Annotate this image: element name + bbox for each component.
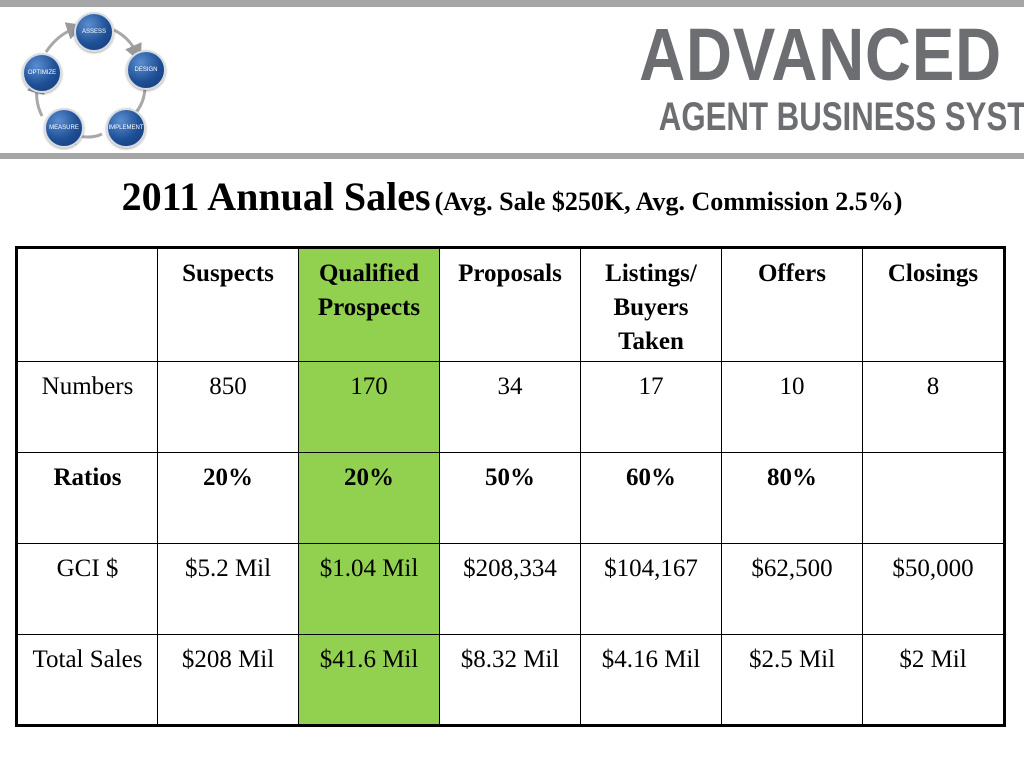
header-cell-suspects: Suspects — [157, 247, 299, 362]
slide-title: 2011 Annual Sales (Avg. Sale $250K, Avg.… — [0, 173, 1024, 220]
row-label: Total Sales — [16, 634, 158, 726]
header-rule — [0, 153, 1024, 159]
table-cell: $104,167 — [580, 543, 722, 635]
brand-line-2: AGENT BUSINESS SYSTEM — [658, 95, 1024, 139]
table-cell: 17 — [580, 361, 722, 453]
cycle-node-design: DESIGN — [126, 50, 166, 90]
table-cell: $2 Mil — [862, 634, 1005, 726]
header-cell-proposals: Proposals — [439, 247, 581, 362]
process-cycle-logo: ASSESS DESIGN IMPLEMENT MEASURE OPTIMIZE — [20, 8, 170, 153]
header-cell-qualified-prospects: Qualified Prospects — [298, 247, 440, 362]
table-row-numbers: Numbers 850 170 34 17 10 8 — [16, 361, 1005, 453]
table-header-row: Suspects Qualified Prospects Proposals L… — [16, 247, 1005, 362]
brand-line-1: ADVANCED — [639, 13, 1002, 96]
table-cell: 8 — [862, 361, 1005, 453]
table-cell: 20% — [157, 452, 299, 544]
table-cell: $8.32 Mil — [439, 634, 581, 726]
table-cell: 60% — [580, 452, 722, 544]
table-row-total-sales: Total Sales $208 Mil $41.6 Mil $8.32 Mil… — [16, 634, 1005, 726]
table-cell: $2.5 Mil — [721, 634, 863, 726]
table-row-ratios: Ratios 20% 20% 50% 60% 80% — [16, 452, 1005, 544]
table-cell: 34 — [439, 361, 581, 453]
table-cell — [862, 452, 1005, 544]
cycle-node-optimize: OPTIMIZE — [22, 53, 62, 93]
table-cell: $208 Mil — [157, 634, 299, 726]
cycle-label-assess: ASSESS — [81, 29, 106, 35]
cycle-node-measure: MEASURE — [44, 108, 84, 148]
cycle-label-implement: IMPLEMENT — [108, 125, 144, 131]
table-cell: 10 — [721, 361, 863, 453]
cycle-label-optimize: OPTIMIZE — [27, 70, 57, 76]
table-cell: 850 — [157, 361, 299, 453]
header-cell-corner — [16, 247, 158, 362]
header-cell-closings: Closings — [862, 247, 1005, 362]
title-main: 2011 Annual Sales — [121, 174, 431, 219]
table-cell: 170 — [298, 361, 440, 453]
table-cell: $5.2 Mil — [157, 543, 299, 635]
table-cell: 80% — [721, 452, 863, 544]
annual-sales-table: Suspects Qualified Prospects Proposals L… — [15, 246, 1006, 727]
table-cell: $208,334 — [439, 543, 581, 635]
title-subtitle: (Avg. Sale $250K, Avg. Commission 2.5%) — [434, 187, 903, 216]
cycle-label-measure: MEASURE — [49, 125, 79, 131]
row-label: Numbers — [16, 361, 158, 453]
table-cell: $62,500 — [721, 543, 863, 635]
table-cell: 20% — [298, 452, 440, 544]
table-cell: $41.6 Mil — [298, 634, 440, 726]
header-cell-listings-buyers-taken: Listings/ Buyers Taken — [580, 247, 722, 362]
row-label: GCI $ — [16, 543, 158, 635]
cycle-label-design: DESIGN — [134, 67, 158, 73]
cycle-node-assess: ASSESS — [74, 12, 114, 52]
row-label: Ratios — [16, 452, 158, 544]
top-rule — [0, 0, 1024, 7]
table-cell: $4.16 Mil — [580, 634, 722, 726]
table-row-gci: GCI $ $5.2 Mil $1.04 Mil $208,334 $104,1… — [16, 543, 1005, 635]
header-cell-offers: Offers — [721, 247, 863, 362]
table-cell: 50% — [439, 452, 581, 544]
cycle-node-implement: IMPLEMENT — [106, 108, 146, 148]
table-cell: $50,000 — [862, 543, 1005, 635]
brand-logo: ADVANCED AGENT BUSINESS SYSTEM — [562, 13, 1024, 139]
table-cell: $1.04 Mil — [298, 543, 440, 635]
